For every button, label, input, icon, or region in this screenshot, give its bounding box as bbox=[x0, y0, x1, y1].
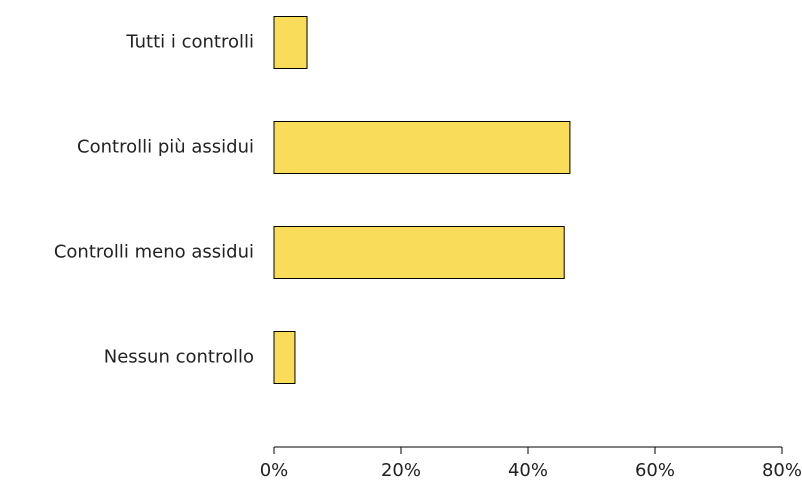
y-tick-label: Nessun controllo bbox=[104, 347, 254, 368]
x-tick-label: 0% bbox=[260, 460, 289, 481]
x-tick-label: 80% bbox=[762, 460, 802, 481]
x-tick-label: 20% bbox=[381, 460, 421, 481]
bar bbox=[273, 16, 308, 69]
bar bbox=[273, 121, 571, 174]
y-tick-label: Controlli meno assidui bbox=[54, 242, 254, 263]
bar bbox=[273, 331, 296, 384]
bar bbox=[273, 226, 565, 279]
x-tick-label: 40% bbox=[508, 460, 548, 481]
x-tick-label: 60% bbox=[635, 460, 675, 481]
y-tick-label: Tutti i controlli bbox=[125, 32, 254, 53]
y-tick-label: Controlli più assidui bbox=[77, 137, 254, 158]
